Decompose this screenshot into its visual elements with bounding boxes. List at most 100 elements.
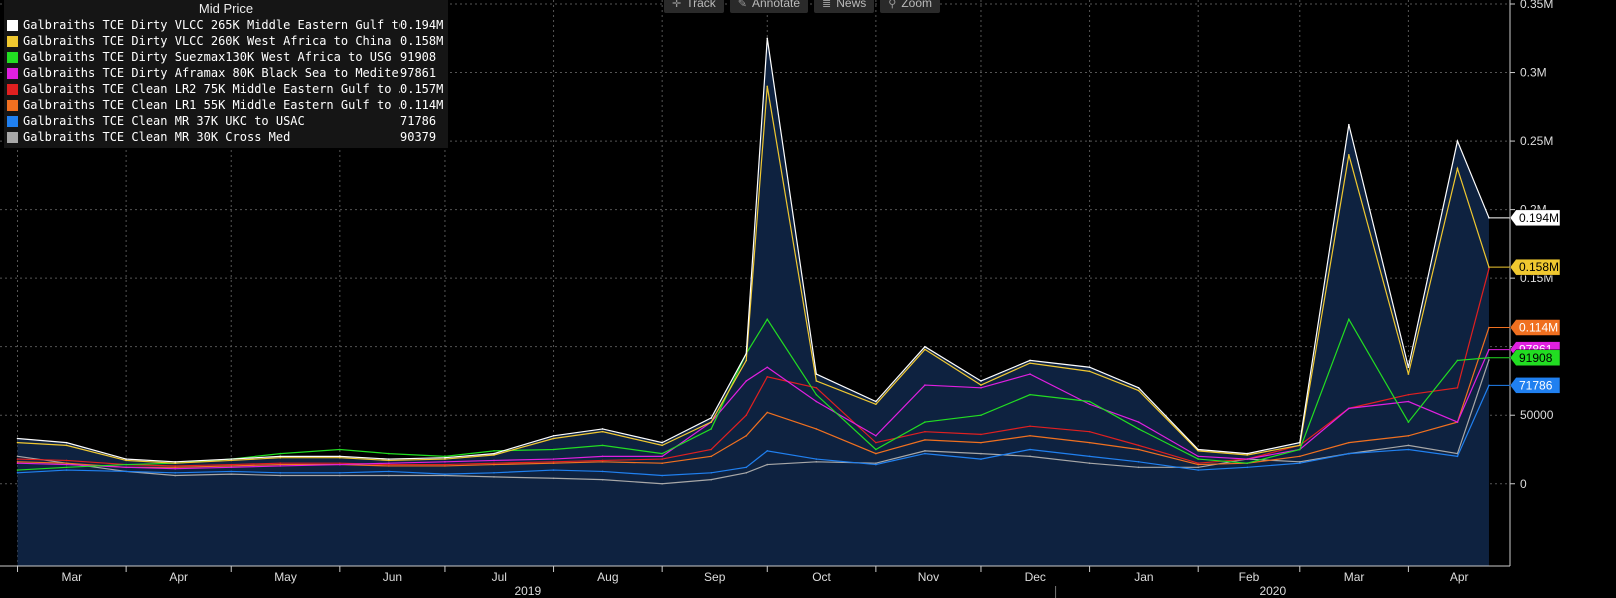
data-point: [279, 474, 282, 477]
data-point: [875, 463, 877, 466]
data-point: [1029, 393, 1031, 396]
data-point: [1298, 444, 1301, 447]
y-tick-label: 50000: [1520, 408, 1554, 422]
legend-item[interactable]: Galbraiths TCE Clean MR 30K Cross Med 903…: [4, 129, 448, 145]
data-point: [174, 474, 176, 477]
data-point: [1488, 359, 1490, 361]
data-point: [1246, 466, 1249, 469]
legend-series-name: Galbraiths TCE Clean LR1 55K Middle East…: [23, 98, 400, 112]
series-line: [17, 38, 1490, 463]
data-point: [493, 452, 495, 455]
legend-item[interactable]: Galbraiths TCE Clean LR2 75K Middle East…: [4, 81, 448, 97]
data-point: [125, 463, 127, 466]
data-point: [174, 462, 176, 464]
data-point: [1246, 454, 1249, 456]
series-line: [17, 327, 1490, 468]
last-value-tag: [1509, 349, 1561, 367]
data-point: [552, 434, 555, 437]
data-point: [1298, 462, 1301, 464]
legend-title: Mid Price: [198, 1, 254, 16]
data-point: [815, 458, 818, 460]
legend-item[interactable]: Galbraiths TCE Dirty Aframax 80K Black S…: [4, 65, 448, 81]
news-button[interactable]: ≣ News: [814, 0, 875, 13]
data-point: [766, 463, 769, 466]
track-button[interactable]: ✛ Track: [664, 0, 724, 13]
legend-swatch: [7, 99, 18, 111]
data-point: [1197, 462, 1199, 464]
data-point: [1137, 461, 1140, 463]
x-month-label: Nov: [918, 570, 939, 584]
legend-swatch: [7, 115, 18, 127]
x-axis: Mar Apr May Jun Jul Aug Sep Oct Nov Dec Jan Feb Mar A…: [0, 565, 1510, 598]
magnifier-icon: ⚲: [888, 0, 897, 10]
data-point: [815, 380, 818, 382]
x-year-label: 2019: [514, 584, 541, 598]
zoom-button[interactable]: ⚲ Zoom: [880, 0, 941, 13]
data-point: [661, 455, 663, 458]
data-point: [174, 461, 176, 463]
data-point: [1088, 403, 1091, 406]
x-month-label: Mar: [1344, 570, 1365, 584]
data-point: [339, 463, 341, 466]
x-month-label: Aug: [597, 570, 618, 584]
data-point: [552, 462, 555, 464]
data-point: [230, 470, 233, 473]
data-point: [388, 465, 390, 467]
x-month-label: Feb: [1239, 570, 1260, 584]
data-point: [1246, 458, 1249, 460]
data-point: [1197, 448, 1199, 451]
data-point: [710, 417, 713, 419]
data-point: [16, 458, 19, 460]
data-point: [1197, 469, 1199, 471]
data-point: [1407, 444, 1410, 447]
legend-last-value: 0.158M: [400, 34, 444, 48]
series-line: [17, 349, 1490, 470]
data-point: [339, 455, 341, 458]
data-point: [65, 463, 68, 466]
data-point: [924, 345, 926, 348]
series-area-fill: [17, 38, 1489, 566]
legend-item[interactable]: Galbraiths TCE Dirty VLCC 260K West Afri…: [4, 33, 448, 49]
annotate-label: Annotate: [752, 0, 801, 10]
legend-item[interactable]: Galbraiths TCE Dirty VLCC 265K Middle Ea…: [4, 17, 448, 33]
data-point: [230, 459, 233, 462]
legend-swatch: [7, 51, 18, 63]
series-line: [17, 317, 1490, 471]
data-point: [493, 471, 495, 474]
data-point: [815, 387, 818, 389]
data-point: [1137, 448, 1140, 451]
data-point: [1407, 421, 1410, 423]
pencil-icon: ✎: [737, 0, 747, 10]
data-point: [1137, 389, 1140, 392]
legend-swatch: [7, 83, 18, 95]
data-point: [444, 465, 446, 467]
last-value-label: 0.158M: [1519, 260, 1559, 274]
data-point: [601, 430, 604, 433]
data-point: [1029, 455, 1031, 458]
data-point: [745, 466, 748, 469]
legend-item[interactable]: Galbraiths TCE Clean LR1 55K Middle East…: [4, 97, 448, 113]
legend-swatch: [7, 67, 18, 79]
data-point: [279, 452, 282, 455]
news-label: News: [836, 0, 867, 10]
last-value-label: 0.114M: [1519, 320, 1558, 334]
data-point: [1088, 455, 1091, 458]
news-icon: ≣: [822, 0, 832, 10]
series-line: [17, 86, 1490, 464]
data-point: [125, 466, 127, 469]
data-point: [1407, 373, 1410, 375]
data-point: [1197, 450, 1199, 452]
data-point: [601, 478, 604, 481]
data-point: [601, 459, 604, 462]
annotate-button[interactable]: ✎ Annotate: [729, 0, 809, 13]
data-point: [1348, 153, 1350, 156]
data-point: [279, 465, 282, 467]
legend-item[interactable]: Galbraiths TCE Dirty Suezmax130K West Af…: [4, 49, 448, 65]
data-point: [279, 455, 282, 458]
legend-item[interactable]: Galbraiths TCE Clean MR 37K UKC to USAC 7…: [4, 113, 448, 129]
data-point: [710, 478, 713, 481]
data-point: [1029, 425, 1031, 427]
data-point: [388, 474, 390, 477]
data-point: [174, 466, 176, 469]
